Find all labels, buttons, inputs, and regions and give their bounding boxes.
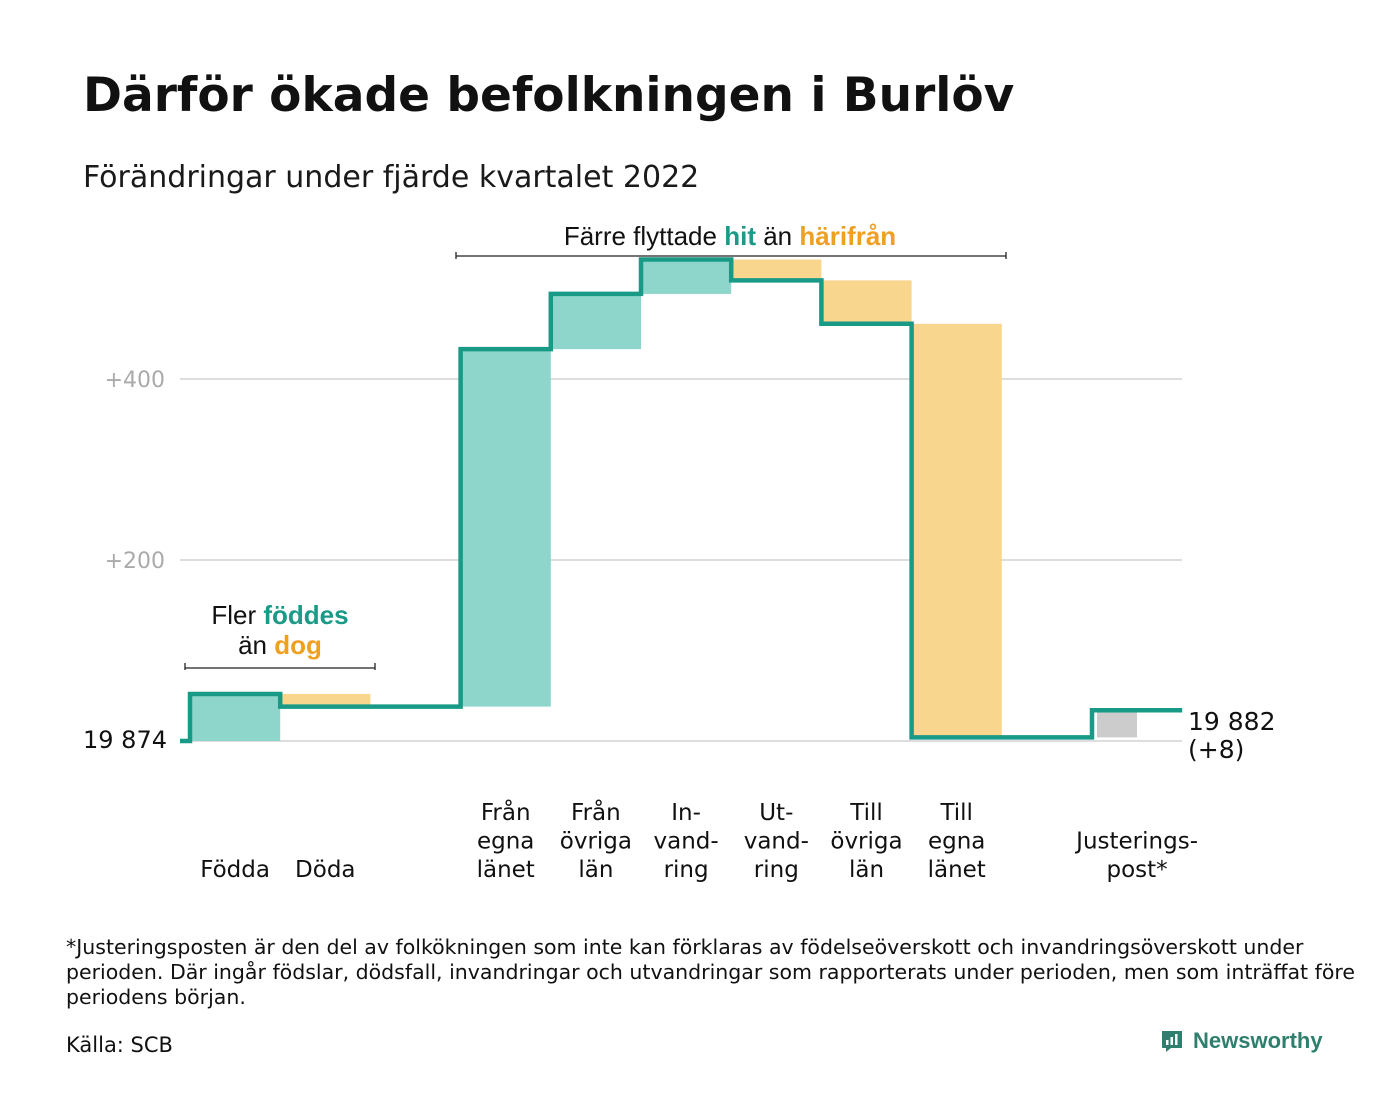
bar-8 bbox=[911, 323, 1002, 738]
y-tick-label-1: +400 bbox=[105, 368, 165, 393]
bar-10 bbox=[1097, 710, 1137, 738]
category-label-6-2: ring bbox=[754, 857, 799, 883]
end-change-label: (+8) bbox=[1188, 735, 1244, 764]
brand-name: Newsworthy bbox=[1193, 1028, 1323, 1053]
footnote: *Justeringsposten är den del av folkökni… bbox=[66, 935, 1355, 1009]
category-label-3-2: länet bbox=[477, 857, 535, 883]
cumulative-step-line bbox=[180, 257, 1183, 744]
category-label-5-1: vand- bbox=[654, 829, 719, 855]
chart-title: Därför ökade befolkningen i Burlöv bbox=[83, 68, 1015, 123]
category-label-4-0: Från bbox=[571, 798, 621, 826]
category-label-10-1: post* bbox=[1107, 857, 1168, 883]
annotation-births-line2: än dog bbox=[238, 630, 322, 660]
category-label-8-2: länet bbox=[928, 857, 986, 883]
category-label-4-1: övriga bbox=[560, 829, 632, 855]
category-label-1-0: Döda bbox=[295, 857, 355, 883]
annotation-migration-part-1: hit bbox=[724, 221, 756, 251]
category-label-7-1: övriga bbox=[830, 829, 902, 855]
annotation-migration-bracket bbox=[455, 252, 1007, 259]
annotation-births-line1-part-0: Fler bbox=[211, 600, 263, 630]
category-label-10-0: Justerings- bbox=[1074, 829, 1198, 855]
category-label-7-0: Till bbox=[849, 800, 883, 826]
bar-5 bbox=[641, 259, 732, 294]
annotation-births-bracket bbox=[184, 663, 376, 670]
annotation-migration: Färre flyttade hit än härifrån bbox=[564, 221, 896, 251]
chart-subtitle: Förändringar under fjärde kvartalet 2022 bbox=[83, 160, 700, 195]
bar-1 bbox=[280, 693, 371, 707]
bar-3 bbox=[460, 349, 551, 707]
category-label-6-1: vand- bbox=[744, 829, 809, 855]
source-label: Källa: SCB bbox=[66, 1033, 173, 1057]
newsworthy-logo-icon bbox=[1162, 1031, 1182, 1052]
annotation-births-line1-part-1: föddes bbox=[263, 600, 348, 630]
category-label-6-0: Ut- bbox=[759, 800, 793, 826]
bar-7 bbox=[821, 280, 912, 324]
annotation-migration-part-0: Färre flyttade bbox=[564, 221, 724, 251]
bar-0 bbox=[190, 693, 281, 741]
annotation-births-line2-part-0: än bbox=[238, 630, 274, 660]
category-label-4-2: län bbox=[578, 857, 613, 883]
annotation-births-line2-part-1: dog bbox=[274, 630, 322, 660]
brand[interactable]: Newsworthy bbox=[1160, 1028, 1323, 1054]
category-label-5-2: ring bbox=[664, 857, 709, 883]
annotation-births-line1: Fler föddes bbox=[211, 600, 348, 630]
category-label-5-0: In- bbox=[671, 800, 701, 826]
annotation-migration-part-3: härifrån bbox=[799, 221, 896, 251]
annotation-migration-part-2: än bbox=[756, 221, 799, 251]
category-label-8-1: egna bbox=[928, 829, 985, 855]
category-label-7-2: län bbox=[849, 857, 884, 883]
end-value-label: 19 882 bbox=[1188, 707, 1275, 736]
bar-4 bbox=[550, 293, 641, 350]
y-tick-label-0: +200 bbox=[105, 549, 165, 574]
category-label-3-1: egna bbox=[477, 829, 534, 855]
category-label-8-0: Till bbox=[939, 800, 973, 826]
start-value-label: 19 874 bbox=[83, 726, 167, 754]
category-label-3-0: Från bbox=[481, 798, 531, 826]
category-label-0-0: Födda bbox=[200, 857, 270, 883]
bar-6 bbox=[731, 259, 822, 281]
